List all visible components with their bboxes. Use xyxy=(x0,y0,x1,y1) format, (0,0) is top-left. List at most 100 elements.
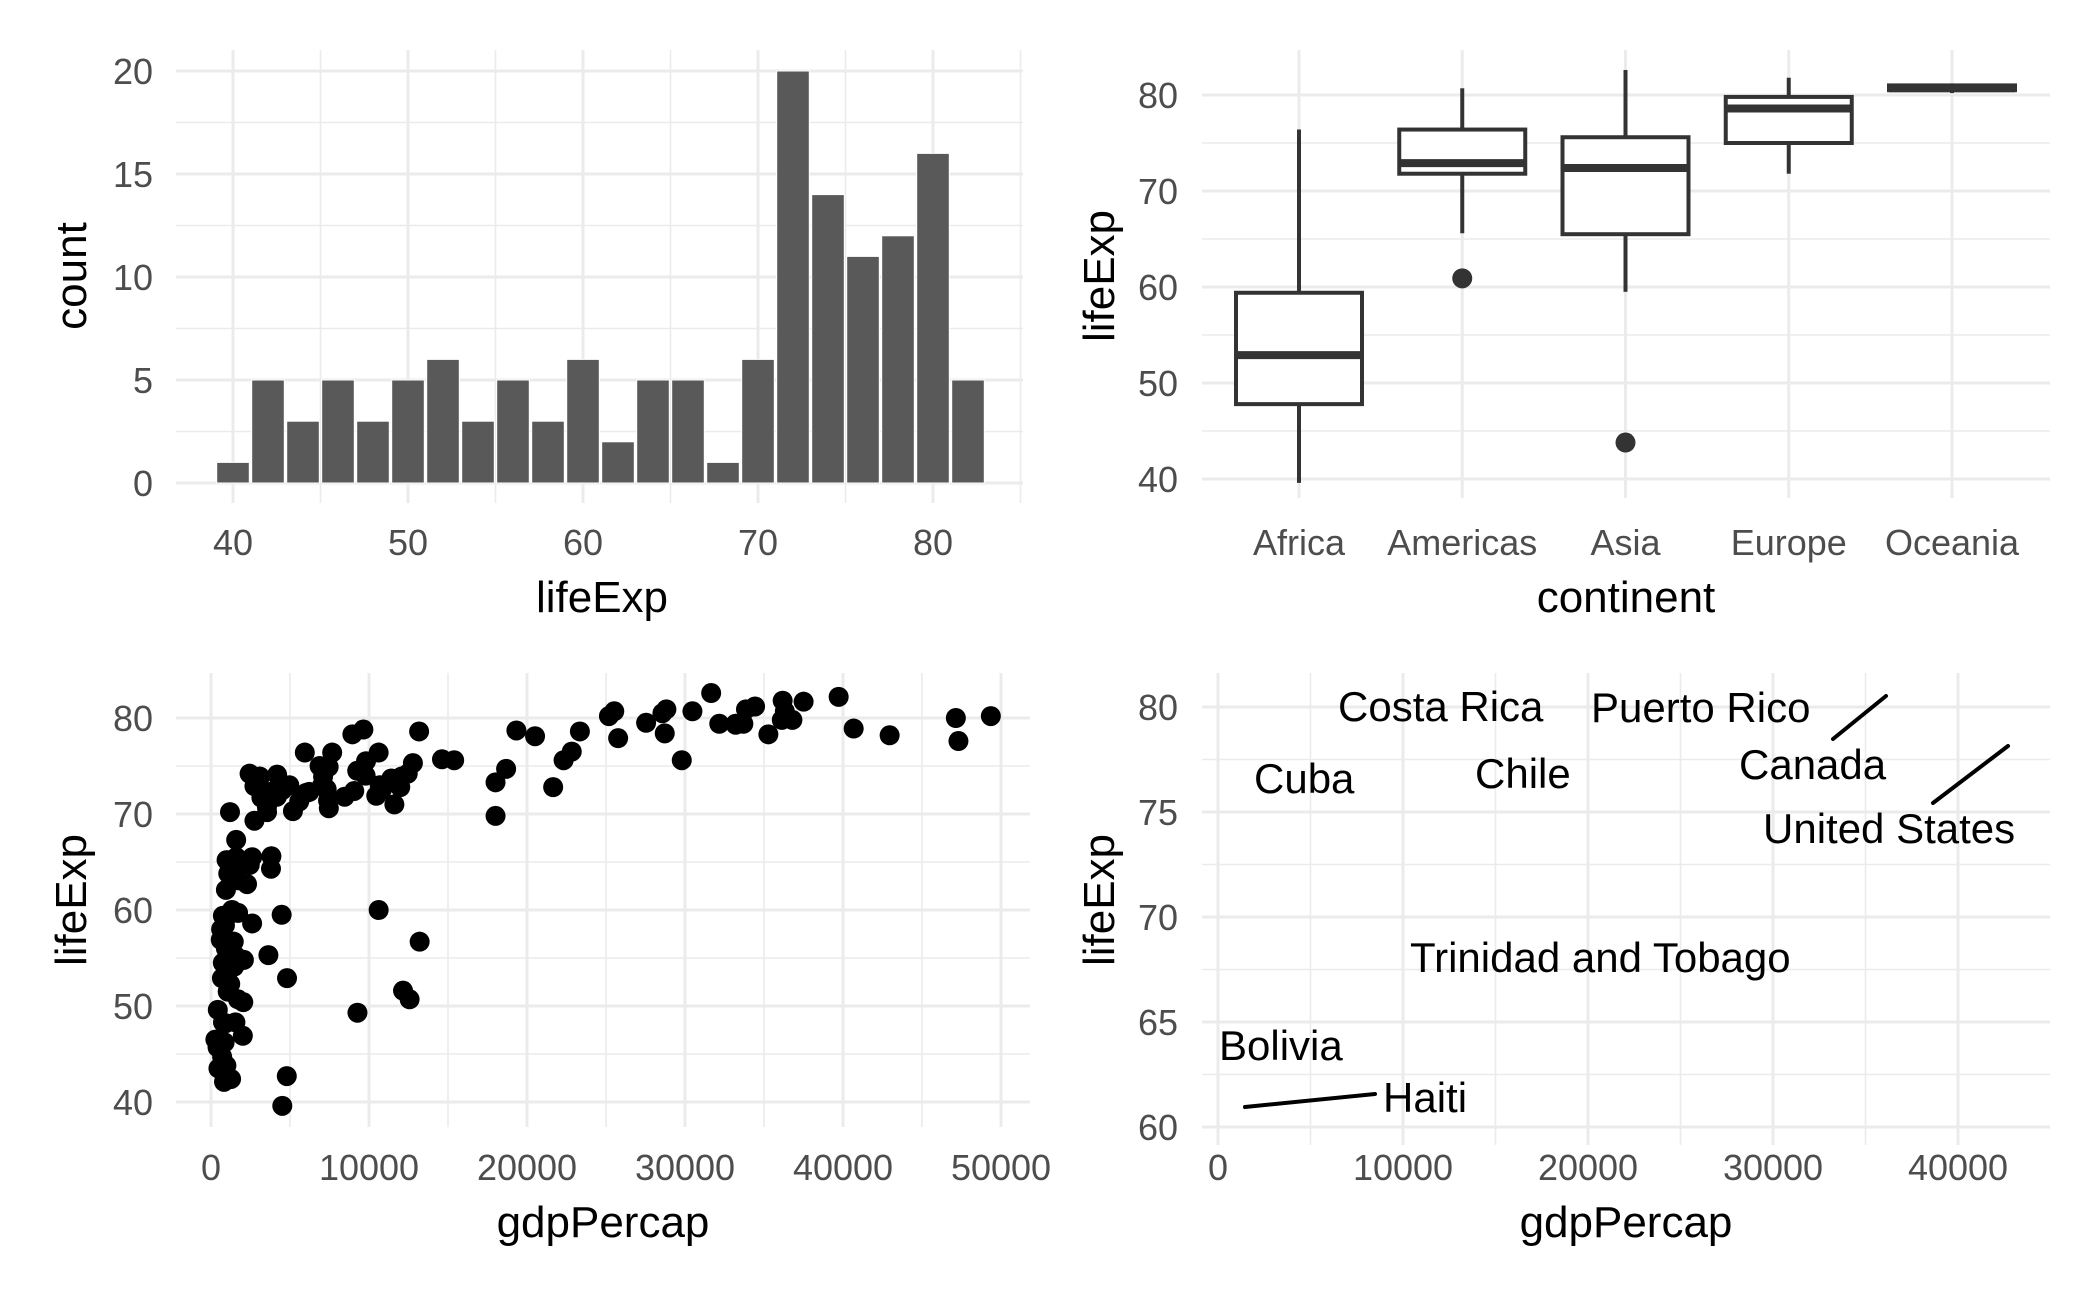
country-label-cuba: Cuba xyxy=(1254,755,1355,802)
x-tick-label: 70 xyxy=(738,522,778,563)
histogram-panel: 0 5 10 15 20 40 50 60 70 80 lifeExp count xyxy=(47,50,1023,622)
x-tick-label-oceania: Oceania xyxy=(1885,522,2020,563)
x-tick-label: 40000 xyxy=(793,1147,893,1188)
scatter-point xyxy=(393,980,414,1001)
y-tick-label: 10 xyxy=(113,257,153,298)
scatter-point xyxy=(879,725,900,746)
x-tick-label-asia: Asia xyxy=(1590,522,1661,563)
scatter-point xyxy=(793,691,814,712)
scatter-point xyxy=(208,1058,229,1079)
x-tick-label-africa: Africa xyxy=(1253,522,1346,563)
histogram-bar xyxy=(776,70,810,484)
box-iqr xyxy=(1560,135,1691,237)
x-tick-label: 10000 xyxy=(319,1147,419,1188)
scatter-point xyxy=(226,829,247,850)
y-tick-label: 80 xyxy=(113,698,153,739)
box-iqr xyxy=(1723,94,1854,145)
country-label-haiti: Haiti xyxy=(1383,1074,1467,1121)
histogram-y-tick-labels: 0 5 10 15 20 xyxy=(113,51,153,504)
histogram-bar xyxy=(356,420,390,484)
histogram-bar xyxy=(321,379,355,484)
scatter-point xyxy=(598,706,619,727)
scatter-gridlines xyxy=(176,673,1030,1127)
scatter-point xyxy=(444,750,465,771)
text-panel-x-axis-title: gdpPercap xyxy=(1520,1198,1733,1247)
scatter-point xyxy=(342,724,363,745)
histogram-bar xyxy=(496,379,530,484)
scatter-x-axis-title: gdpPercap xyxy=(497,1198,710,1247)
y-tick-label: 20 xyxy=(113,51,153,92)
scatter-point xyxy=(772,690,793,711)
box-europe xyxy=(1723,77,1854,174)
scatter-point xyxy=(318,798,339,819)
y-tick-label: 70 xyxy=(113,794,153,835)
scatter-point xyxy=(313,766,334,787)
y-tick-label: 70 xyxy=(1138,171,1178,212)
scatter-point xyxy=(782,709,803,730)
scatter-point xyxy=(291,785,312,806)
scatter-point xyxy=(368,900,389,920)
scatter-point xyxy=(214,1032,235,1053)
scatter-point xyxy=(226,847,247,868)
scatter-point xyxy=(217,981,238,1002)
histogram-bar xyxy=(881,235,915,484)
box-oceania xyxy=(1887,83,2017,94)
scatter-point xyxy=(381,768,402,789)
scatter-point xyxy=(232,1025,253,1046)
histogram-bar xyxy=(741,358,775,484)
y-tick-label: 15 xyxy=(113,154,153,195)
scatter-point xyxy=(368,742,389,763)
y-tick-label: 80 xyxy=(1138,75,1178,116)
scatter-point xyxy=(219,802,240,823)
scatter-point xyxy=(272,1095,293,1116)
scatter-point xyxy=(263,780,284,801)
scatter-point xyxy=(347,1002,368,1023)
text-panel-y-tick-labels: 60 65 70 75 80 xyxy=(1138,687,1178,1148)
scatter-point xyxy=(496,758,517,779)
y-tick-label: 60 xyxy=(113,890,153,931)
country-label-bolivia: Bolivia xyxy=(1219,1022,1343,1069)
scatter-point xyxy=(843,718,864,739)
scatter-y-tick-labels: 40 50 60 70 80 xyxy=(113,698,153,1123)
histogram-bar xyxy=(461,420,495,484)
y-tick-label: 40 xyxy=(1138,459,1178,500)
scatter-point xyxy=(215,1013,236,1034)
text-label-panel: Costa Rica Puerto Rico Canada Cuba Chile Unit… xyxy=(1075,673,2050,1247)
y-tick-label: 40 xyxy=(113,1082,153,1123)
country-label-trinidad-and-tobago: Trinidad and Tobago xyxy=(1410,934,1791,981)
boxplot-x-axis-title: continent xyxy=(1537,573,1716,622)
scatter-y-axis-title: lifeExp xyxy=(47,834,96,966)
histogram-bar xyxy=(846,255,880,484)
scatter-point xyxy=(654,723,675,744)
scatter-point xyxy=(725,713,746,734)
connector-united-states xyxy=(1931,744,2010,805)
scatter-point xyxy=(276,1066,297,1087)
scatter-point xyxy=(277,968,298,989)
histogram-bar xyxy=(531,420,565,484)
scatter-point xyxy=(543,777,564,798)
connector-canada xyxy=(1831,694,1888,741)
box-asia xyxy=(1560,70,1691,453)
scatter-point xyxy=(569,721,590,742)
x-tick-label-americas: Americas xyxy=(1387,522,1537,563)
x-tick-label: 40 xyxy=(213,522,253,563)
outlier-point xyxy=(1615,432,1636,453)
x-tick-label: 10000 xyxy=(1353,1147,1453,1188)
x-tick-label: 40000 xyxy=(1908,1147,2008,1188)
x-tick-label: 30000 xyxy=(635,1147,735,1188)
country-label-united-states: United States xyxy=(1763,805,2015,852)
boxplot-y-axis-title: lifeExp xyxy=(1075,210,1124,342)
scatter-point xyxy=(485,805,506,826)
histogram-bar xyxy=(426,358,460,484)
x-tick-label: 50 xyxy=(388,522,428,563)
y-tick-label: 0 xyxy=(133,463,153,504)
x-tick-label: 80 xyxy=(913,522,953,563)
y-tick-label: 70 xyxy=(1138,897,1178,938)
scatter-point xyxy=(525,726,546,747)
scatter-point xyxy=(945,708,966,728)
y-tick-label: 65 xyxy=(1138,1002,1178,1043)
scatter-point xyxy=(244,810,265,831)
y-tick-label: 60 xyxy=(1138,1107,1178,1148)
scatter-point xyxy=(656,699,677,720)
